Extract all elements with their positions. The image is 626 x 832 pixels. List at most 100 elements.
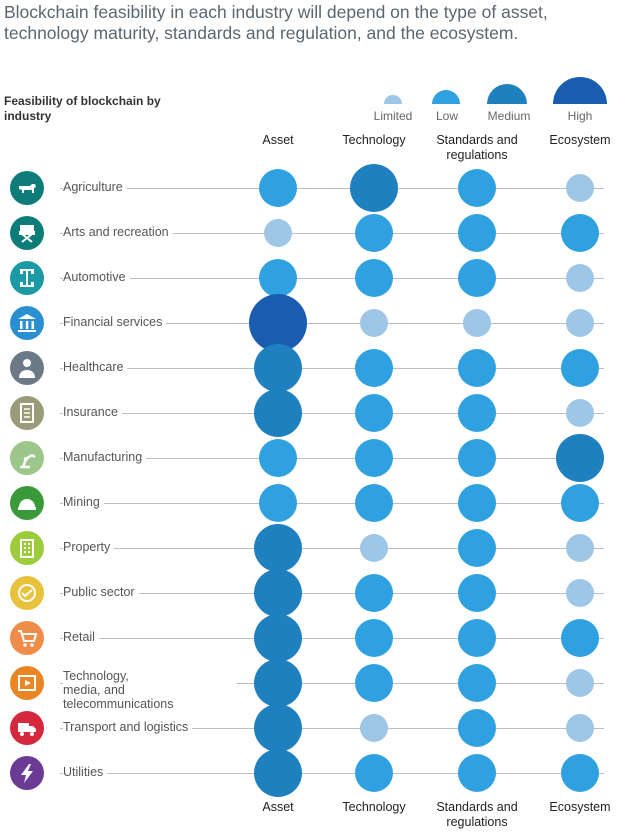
lightning-icon [10,756,44,790]
bubble-transport-and-logistics-technology [360,714,388,742]
industry-label: Healthcare [63,360,128,374]
bubble-public-sector-technology [355,574,393,612]
bubble-retail-technology [355,619,393,657]
legend-label-high: High [567,109,593,123]
bubble-insurance-ecosystem [566,399,594,427]
row-divider [60,458,604,459]
row-divider [60,638,604,639]
legend-label-low: Low [435,109,458,123]
bubble-technology-media-and-telecommunications-ecosystem [566,669,594,697]
industry-label: Manufacturing [63,450,147,464]
industry-label: Technology, media, and telecommunications [63,669,237,711]
bubble-healthcare-standards-and-regulations [458,349,496,387]
cow-icon [10,171,44,205]
building-icon [10,531,44,565]
doctor-icon [10,351,44,385]
row-divider [60,368,604,369]
feasibility-heading: Feasibility of blockchain by industry [4,94,161,123]
bubble-manufacturing-ecosystem [556,434,604,482]
row-divider [60,188,604,189]
directors-chair-icon [10,216,44,250]
row-divider [60,413,604,414]
industry-label: Agriculture [63,180,127,194]
bubble-agriculture-ecosystem [566,174,594,202]
row-divider [60,233,604,234]
legend-swatch-medium [487,84,527,104]
bubble-technology-media-and-telecommunications-standards-and-regulations [458,664,496,702]
bubble-property-ecosystem [566,534,594,562]
bubble-manufacturing-technology [355,439,393,477]
bubble-mining-standards-and-regulations [458,484,496,522]
legend-label-medium: Medium [487,109,531,123]
industry-label: Financial services [63,315,167,329]
column-footer-asset: Asset [262,800,294,814]
legend-swatch-limited [384,95,402,104]
industry-label: Automotive [63,270,130,284]
bubble-insurance-asset [254,389,302,437]
document-icon [10,396,44,430]
bubble-agriculture-standards-and-regulations [458,169,496,207]
legend-swatch-low [432,90,460,104]
bubble-automotive-technology [355,259,393,297]
row-divider [60,278,604,279]
bubble-financial-services-ecosystem [566,309,594,337]
bubble-utilities-standards-and-regulations [458,754,496,792]
bubble-financial-services-standards-and-regulations [463,309,491,337]
bubble-technology-media-and-telecommunications-asset [254,659,302,707]
bubble-arts-and-recreation-ecosystem [561,214,599,252]
row-divider [60,683,604,684]
chart-title: Blockchain feasibility in each industry … [4,2,548,43]
industry-label: Transport and logistics [63,720,193,734]
car-chassis-icon [10,261,44,295]
row-divider [60,503,604,504]
bubble-healthcare-asset [254,344,302,392]
industry-label: Retail [63,630,99,644]
bubble-mining-ecosystem [561,484,599,522]
bubble-transport-and-logistics-asset [254,704,302,752]
bubble-agriculture-technology [350,164,398,212]
industry-label: Utilities [63,765,108,779]
bubble-technology-media-and-telecommunications-technology [355,664,393,702]
bubble-public-sector-ecosystem [566,579,594,607]
bubble-mining-technology [355,484,393,522]
column-header-technology: Technology [342,133,406,147]
column-footer-technology: Technology [342,800,406,814]
bubble-manufacturing-asset [259,439,297,477]
bubble-mining-asset [259,484,297,522]
bubble-property-standards-and-regulations [458,529,496,567]
bubble-insurance-standards-and-regulations [458,394,496,432]
column-header-standards: Standards and regulations [436,133,518,162]
bubble-retail-asset [254,614,302,662]
bubble-financial-services-asset [249,294,307,352]
industry-label: Property [63,540,115,554]
bubble-property-technology [360,534,388,562]
bubble-healthcare-technology [355,349,393,387]
bubble-financial-services-technology [360,309,388,337]
industry-label: Insurance [63,405,122,419]
bubble-transport-and-logistics-standards-and-regulations [458,709,496,747]
industry-label: Mining [63,495,104,509]
bubble-automotive-asset [259,259,297,297]
hard-hat-icon [10,486,44,520]
column-footer-ecosystem: Ecosystem [549,800,611,814]
bubble-utilities-asset [254,749,302,797]
bubble-utilities-technology [355,754,393,792]
industry-label: Arts and recreation [63,225,173,239]
legend-label-limited: Limited [373,109,413,123]
bubble-healthcare-ecosystem [561,349,599,387]
row-divider [60,323,604,324]
media-play-icon [10,666,44,700]
bubble-arts-and-recreation-asset [264,219,292,247]
bubble-utilities-ecosystem [561,754,599,792]
bubble-transport-and-logistics-ecosystem [566,714,594,742]
row-divider [60,728,604,729]
bubble-public-sector-standards-and-regulations [458,574,496,612]
bubble-insurance-technology [355,394,393,432]
bubble-automotive-standards-and-regulations [458,259,496,297]
bubble-arts-and-recreation-standards-and-regulations [458,214,496,252]
handshake-icon [10,576,44,610]
column-header-ecosystem: Ecosystem [549,133,611,147]
industry-label: Public sector [63,585,139,599]
row-divider [60,773,604,774]
